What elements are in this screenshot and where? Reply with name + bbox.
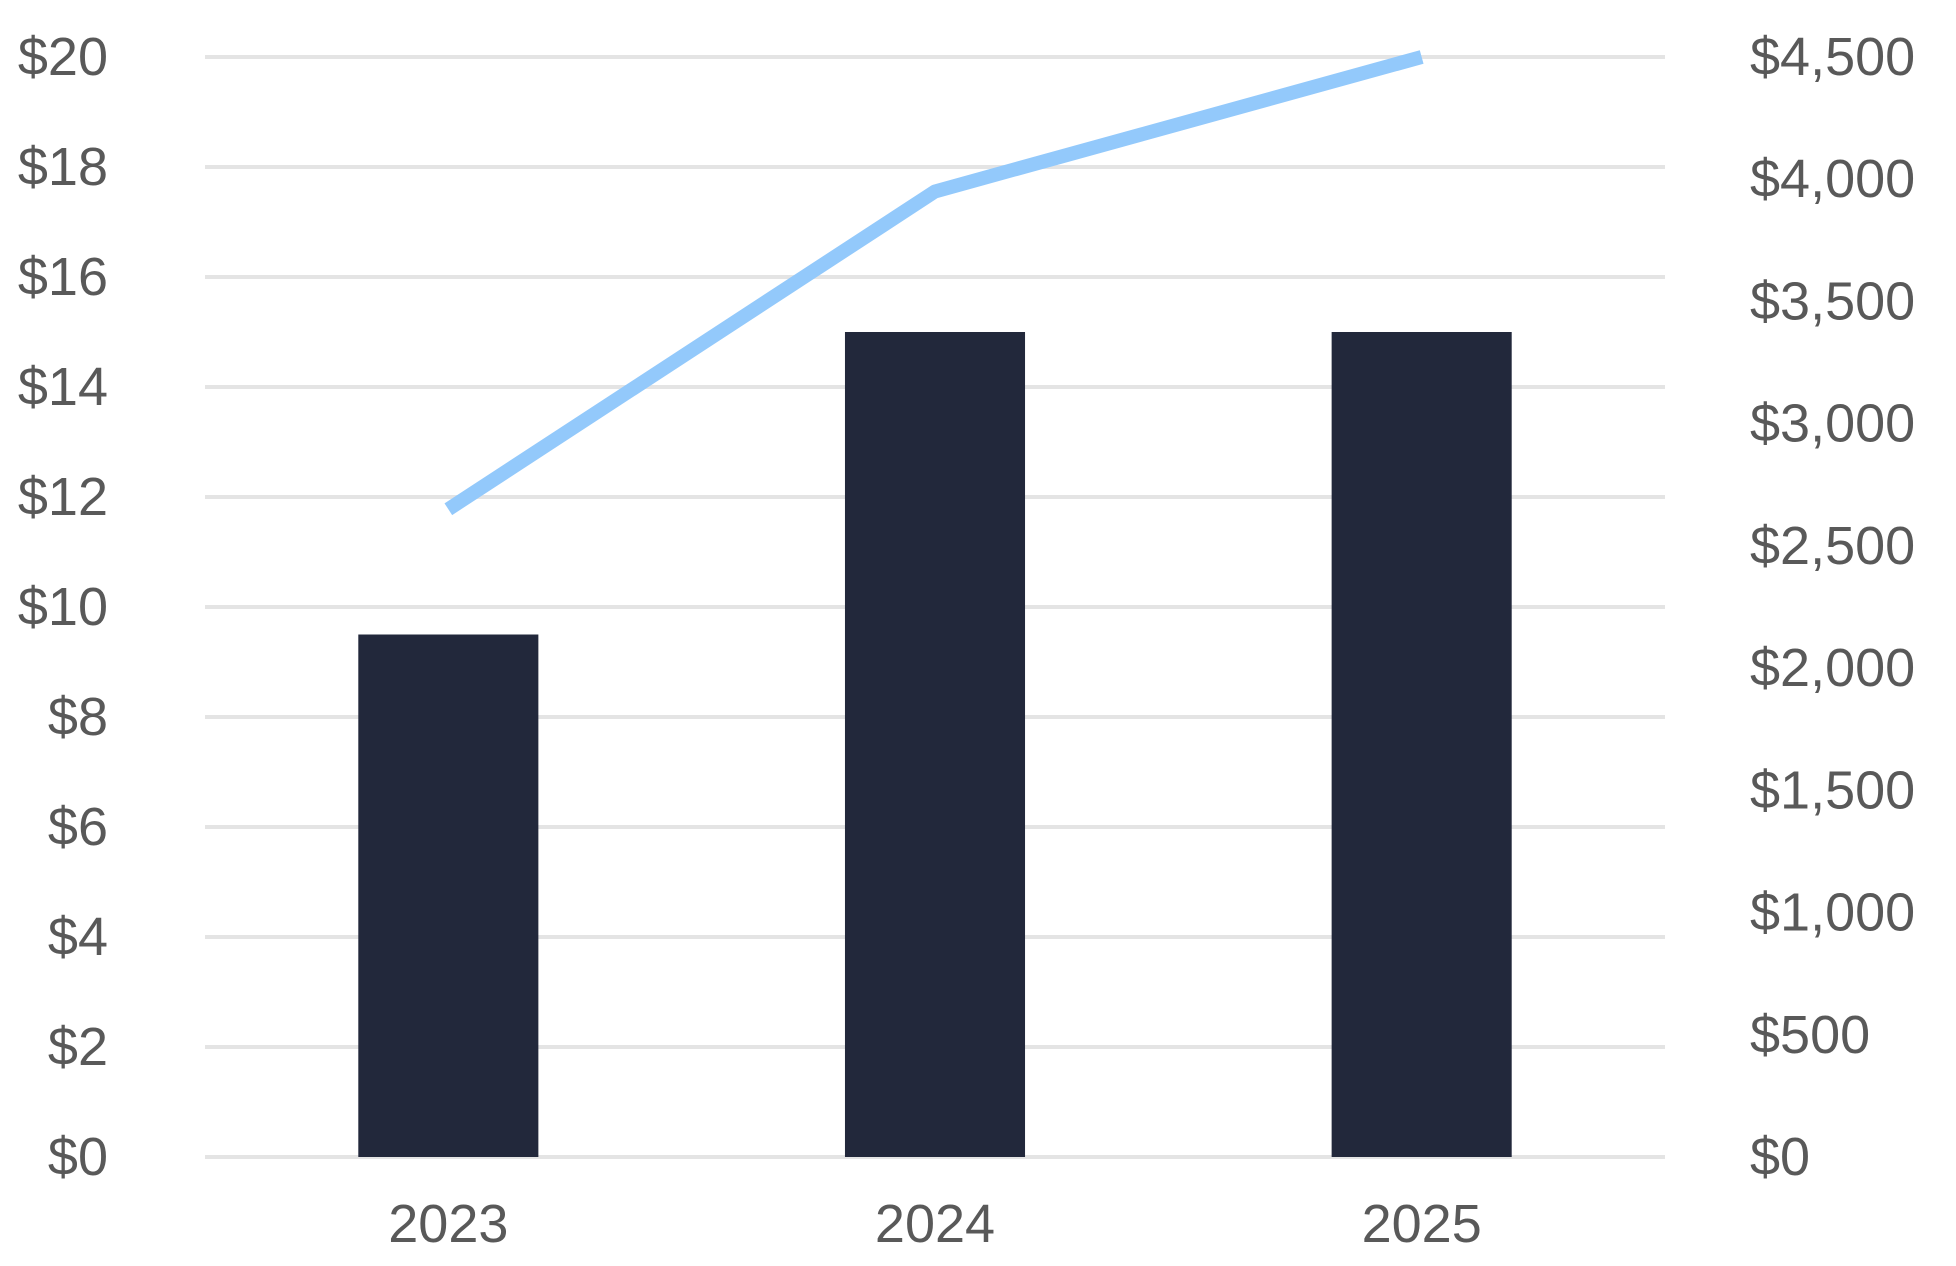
left-axis-tick-label: $16 — [18, 247, 108, 307]
right-axis-tick-label: $2,500 — [1750, 516, 1915, 576]
right-axis-tick-label: $4,000 — [1750, 149, 1915, 209]
right-axis-tick-label: $3,500 — [1750, 271, 1915, 331]
bar — [844, 332, 1026, 1157]
left-axis-tick-label: $8 — [48, 687, 108, 747]
left-axis-tick-label: $14 — [18, 357, 108, 417]
left-axis-tick-label: $10 — [18, 577, 108, 637]
x-axis-tick-label: 2025 — [1362, 1194, 1482, 1254]
right-axis-tick-label: $1,000 — [1750, 883, 1915, 943]
bar — [358, 634, 539, 1157]
left-axis-tick-label: $2 — [48, 1017, 108, 1077]
left-axis-tick-label: $12 — [18, 467, 108, 527]
line-series — [444, 50, 1424, 516]
right-axis-tick-label: $0 — [1750, 1127, 1810, 1187]
left-axis-tick-label: $20 — [18, 27, 108, 87]
right-axis-tick-label: $3,000 — [1750, 394, 1915, 454]
x-axis-tick-label: 2024 — [875, 1194, 995, 1254]
bar — [1331, 332, 1512, 1157]
x-axis-tick-label: 2023 — [388, 1194, 508, 1254]
left-y-axis: $0 $2 $4 $6 $8 $10 $12 $14 $16 $18 $20 — [18, 27, 108, 1187]
left-axis-tick-label: $4 — [48, 907, 108, 967]
x-axis: 2023 2024 2025 — [388, 1194, 1481, 1254]
bar-series — [358, 332, 1512, 1157]
right-axis-tick-label: $1,500 — [1750, 760, 1915, 820]
left-axis-tick-label: $0 — [48, 1127, 108, 1187]
series-line — [444, 50, 1424, 516]
left-axis-tick-label: $6 — [48, 797, 108, 857]
right-axis-tick-label: $4,500 — [1750, 27, 1915, 87]
right-axis-tick-label: $2,000 — [1750, 638, 1915, 698]
right-y-axis: $0 $500 $1,000 $1,500 $2,000 $2,500 $3,000 $3,5… — [1750, 27, 1915, 1187]
left-axis-tick-label: $18 — [18, 137, 108, 197]
right-axis-tick-label: $500 — [1750, 1005, 1870, 1065]
